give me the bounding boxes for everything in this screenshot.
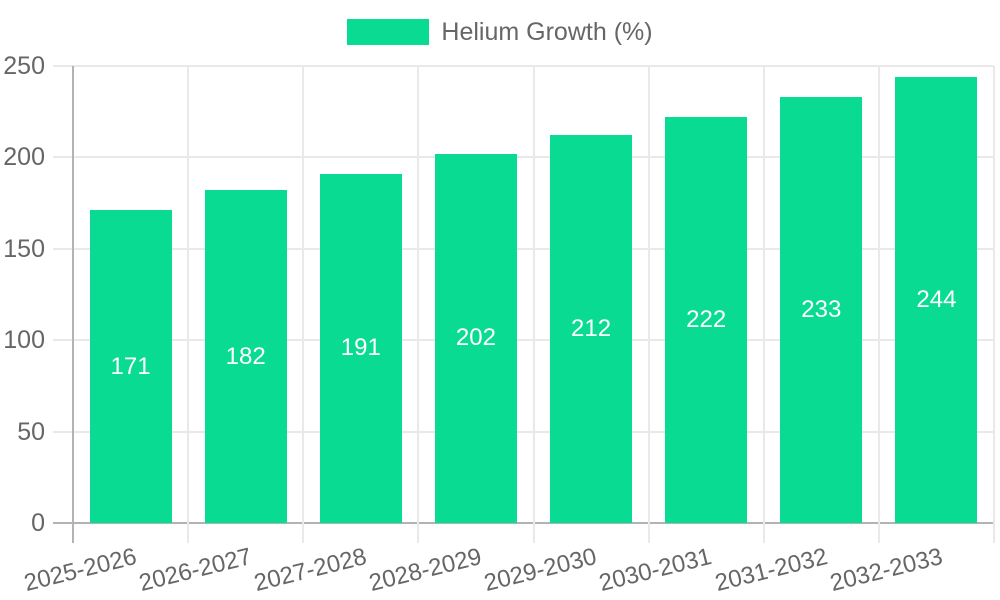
y-tick-label: 50 xyxy=(17,417,45,446)
legend-swatch xyxy=(347,19,430,45)
x-axis-tick xyxy=(187,523,190,543)
x-tick-label: 2029-2030 xyxy=(481,543,600,597)
x-tick-label: 2031-2032 xyxy=(711,543,830,597)
bar[interactable] xyxy=(434,153,517,523)
y-axis-tick xyxy=(53,430,73,433)
bar[interactable] xyxy=(89,210,172,523)
legend-label: Helium Growth (%) xyxy=(441,17,653,46)
x-tick-label: 2028-2029 xyxy=(366,543,485,597)
y-tick-label: 150 xyxy=(3,234,45,263)
x-gridline xyxy=(993,66,995,523)
bar-value-label: 202 xyxy=(455,324,496,352)
x-gridline xyxy=(187,66,190,523)
bar-value-label: 182 xyxy=(225,342,266,370)
y-tick-label: 200 xyxy=(3,143,45,172)
y-axis-tick xyxy=(53,522,73,524)
legend[interactable]: Helium Growth (%) xyxy=(0,16,1000,48)
y-tick-label: 100 xyxy=(3,326,45,355)
x-tick-label: 2026-2027 xyxy=(136,543,255,597)
y-axis-tick xyxy=(53,247,73,250)
x-axis-tick xyxy=(302,523,305,543)
y-axis-tick xyxy=(53,156,73,159)
bar-value-label: 244 xyxy=(916,285,957,313)
x-axis-tick xyxy=(877,523,880,543)
bar[interactable] xyxy=(895,76,978,523)
x-tick-label: 2032-2033 xyxy=(827,543,945,597)
bar-value-label: 171 xyxy=(110,352,151,380)
x-tick-label: 2027-2028 xyxy=(251,543,370,597)
x-gridline xyxy=(532,66,535,523)
x-axis-tick xyxy=(647,523,650,543)
x-axis-tick xyxy=(532,523,535,543)
bar-value-label: 233 xyxy=(801,296,842,324)
bar[interactable] xyxy=(665,117,748,523)
x-gridline xyxy=(302,66,305,523)
y-tick-label: 0 xyxy=(31,509,45,537)
bar-value-label: 191 xyxy=(340,334,381,362)
x-gridline xyxy=(762,66,765,523)
x-gridline xyxy=(647,66,650,523)
x-axis-tick xyxy=(72,523,74,543)
x-axis-tick xyxy=(762,523,765,543)
bar[interactable] xyxy=(204,190,287,523)
x-axis-tick xyxy=(993,523,995,543)
x-tick-label: 2030-2031 xyxy=(596,543,715,597)
y-axis-tick xyxy=(53,339,73,342)
bar-value-label: 222 xyxy=(686,306,727,334)
x-gridline xyxy=(877,66,880,523)
bar[interactable] xyxy=(550,135,633,523)
bar[interactable] xyxy=(319,173,402,523)
x-axis-tick xyxy=(417,523,420,543)
x-gridline xyxy=(72,66,74,523)
bar-value-label: 212 xyxy=(571,315,612,343)
x-tick-label: 2025-2026 xyxy=(21,543,140,597)
x-gridline xyxy=(417,66,420,523)
y-tick-label: 250 xyxy=(3,52,45,80)
bar[interactable] xyxy=(780,97,863,523)
y-axis-tick xyxy=(53,65,73,67)
